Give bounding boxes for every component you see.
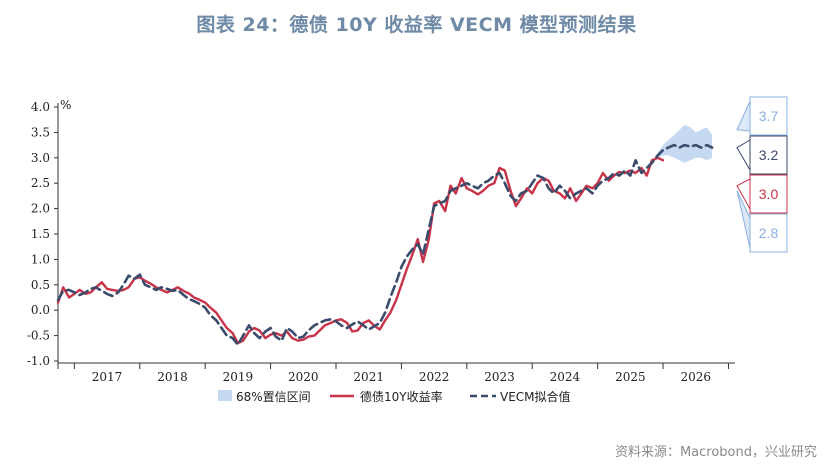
- callout-pointer: [736, 139, 751, 172]
- chart-title: 图表 24：德债 10Y 收益率 VECM 模型预测结果: [196, 14, 637, 36]
- callout-box: [749, 174, 788, 214]
- y-tick-label: 3.5: [31, 125, 50, 139]
- x-tick-label: 2020: [288, 370, 319, 384]
- callout-label: 2.8: [759, 225, 779, 241]
- x-tick-label: 2018: [157, 370, 188, 384]
- x-tick-label: 2023: [484, 370, 515, 384]
- callout-box: [749, 213, 788, 253]
- y-tick-label: -0.5: [27, 329, 50, 343]
- y-tick-label: 2.0: [31, 202, 50, 216]
- x-tick-label: 2024: [550, 370, 581, 384]
- x-tick-label: 2017: [92, 370, 123, 384]
- x-tick-label: 2026: [680, 370, 711, 384]
- y-unit-label: %: [60, 98, 71, 112]
- legend-swatch-band: [218, 390, 232, 401]
- legend: 68%置信区间 德债10Y收益率 VECM拟合值: [218, 389, 571, 404]
- y-tick-label: 1.5: [31, 227, 50, 241]
- x-tick-label: 2025: [615, 370, 646, 384]
- x-tick-label: 2022: [419, 370, 450, 384]
- series-line-vecm: [56, 143, 714, 347]
- x-tick-label: 2021: [353, 370, 384, 384]
- callout-box: [749, 135, 788, 175]
- y-tick-label: 4.0: [31, 100, 50, 114]
- callout-label: 3.2: [759, 147, 779, 163]
- callout-label: 3.7: [759, 108, 779, 124]
- legend-label: 德债10Y收益率: [360, 389, 443, 404]
- axes: 4.0 3.5 3.0 2.5 2.0 1.5 1.0 0.5 0.0 -0.5 -1.0% 2017…: [27, 98, 735, 384]
- legend-label: VECM拟合值: [500, 389, 571, 404]
- y-tick-label: 0.5: [31, 278, 50, 292]
- series-layer: [56, 143, 714, 347]
- y-tick-label: 0.0: [31, 303, 50, 317]
- series-line-bund: [56, 156, 665, 345]
- callout-pointer: [736, 100, 751, 132]
- callout-box: [749, 96, 788, 136]
- y-tick-label: 3.0: [31, 151, 50, 165]
- y-tick-label: -1.0: [27, 354, 50, 368]
- legend-label: 68%置信区间: [236, 390, 311, 404]
- x-tick-label: 2019: [223, 370, 254, 384]
- callouts: 3.7 3.2 3.0 2.8: [736, 96, 788, 253]
- callout-label: 3.0: [759, 186, 779, 202]
- y-tick-label: 2.5: [31, 176, 50, 190]
- source-note: 资料来源：Macrobond，兴业研究: [614, 445, 817, 460]
- y-tick-label: 1.0: [31, 252, 50, 266]
